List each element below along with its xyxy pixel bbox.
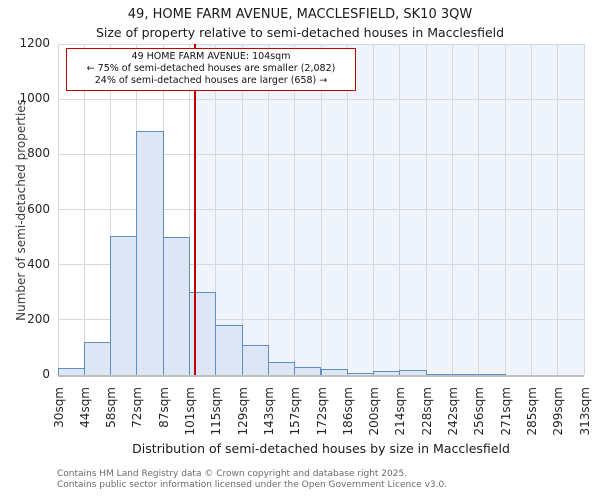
- x-tick-label: 143sqm: [261, 387, 276, 436]
- histogram-bar: [346, 373, 375, 375]
- histogram-bar: [267, 361, 296, 375]
- x-tick-label: 72sqm: [130, 387, 145, 428]
- footer-line-1: Contains HM Land Registry data © Crown c…: [57, 469, 408, 479]
- y-tick-label: 1000: [19, 91, 50, 106]
- x-tick-label: 271sqm: [498, 387, 513, 436]
- histogram-bar: [373, 371, 401, 375]
- v-gridline: [478, 44, 480, 375]
- chart-subtitle: Size of property relative to semi-detach…: [95, 25, 505, 40]
- histogram-bar: [162, 237, 190, 375]
- annotation-line-smaller: ← 75% of semi-detached houses are smalle…: [86, 63, 336, 75]
- chart-title: 49, HOME FARM AVENUE, MACCLESFIELD, SK10…: [127, 7, 473, 22]
- x-tick-label: 186sqm: [340, 387, 355, 436]
- histogram-bar: [189, 292, 217, 375]
- y-axis-title: Number of semi-detached properties: [14, 99, 28, 321]
- annotation-line-larger: 24% of semi-detached houses are larger (…: [94, 75, 328, 87]
- x-tick-label: 285sqm: [524, 387, 539, 436]
- v-gridline: [425, 44, 427, 375]
- x-tick-label: 200sqm: [367, 387, 382, 436]
- x-axis-title: Distribution of semi-detached houses by …: [132, 441, 510, 456]
- v-gridline: [557, 44, 559, 375]
- histogram-bar: [478, 373, 506, 375]
- v-gridline: [320, 44, 322, 375]
- x-axis-spine: [58, 375, 584, 377]
- x-tick-label: 214sqm: [393, 387, 408, 436]
- footer: Contains HM Land Registry data © Crown c…: [57, 469, 447, 490]
- y-tick-label: 200: [27, 311, 50, 326]
- v-gridline: [583, 44, 585, 375]
- y-tick-label: 600: [27, 201, 50, 216]
- y-tick-label: 400: [27, 256, 50, 271]
- histogram-bar: [136, 130, 164, 375]
- y-tick-label: 0: [42, 367, 50, 381]
- x-tick-label: 172sqm: [314, 387, 329, 436]
- histogram-bar: [241, 344, 269, 375]
- v-gridline: [452, 44, 453, 375]
- v-gridline: [346, 44, 348, 375]
- x-tick-label: 299sqm: [551, 387, 566, 436]
- v-gridline: [110, 44, 112, 375]
- histogram-bar: [215, 325, 243, 375]
- histogram-bar: [83, 341, 112, 375]
- histogram-bar: [110, 235, 138, 375]
- v-gridline: [294, 44, 296, 375]
- y-tick-label: 1200: [19, 36, 50, 50]
- histogram-bar: [399, 370, 427, 375]
- v-gridline: [57, 44, 59, 375]
- v-gridline: [267, 44, 269, 375]
- property-size-marker-line: [194, 44, 197, 375]
- x-tick-label: 58sqm: [104, 387, 119, 428]
- x-tick-label: 115sqm: [209, 387, 224, 436]
- x-tick-label: 101sqm: [183, 387, 197, 436]
- x-tick-label: 30sqm: [51, 387, 66, 428]
- v-gridline: [530, 44, 532, 375]
- histogram-bar: [452, 373, 480, 375]
- histogram-bar: [320, 369, 348, 375]
- histogram-bar: [425, 373, 453, 375]
- v-gridline: [83, 44, 85, 375]
- x-tick-label: 256sqm: [472, 387, 487, 436]
- x-tick-label: 157sqm: [288, 387, 303, 436]
- x-tick-label: 87sqm: [156, 387, 171, 428]
- v-gridline: [373, 44, 375, 375]
- histogram-bar: [57, 368, 85, 375]
- annotation-box: 49 HOME FARM AVENUE: 104sqm ← 75% of sem…: [66, 48, 356, 91]
- v-gridline: [504, 44, 506, 375]
- v-gridline: [399, 44, 401, 375]
- v-gridline: [241, 44, 243, 375]
- plot-area: [57, 43, 585, 377]
- v-gridline: [189, 44, 190, 375]
- x-tick-label: 313sqm: [577, 387, 592, 436]
- y-tick-label: 800: [27, 146, 50, 161]
- footer-line-2: Contains public sector information licen…: [57, 479, 448, 490]
- histogram-bar: [294, 366, 322, 375]
- x-tick-label: 44sqm: [77, 387, 92, 428]
- x-tick-label: 242sqm: [446, 387, 460, 436]
- x-tick-label: 228sqm: [419, 387, 434, 436]
- v-gridline: [215, 44, 217, 375]
- x-tick-label: 129sqm: [235, 387, 250, 436]
- annotation-line-property: 49 HOME FARM AVENUE: 104sqm: [131, 51, 291, 62]
